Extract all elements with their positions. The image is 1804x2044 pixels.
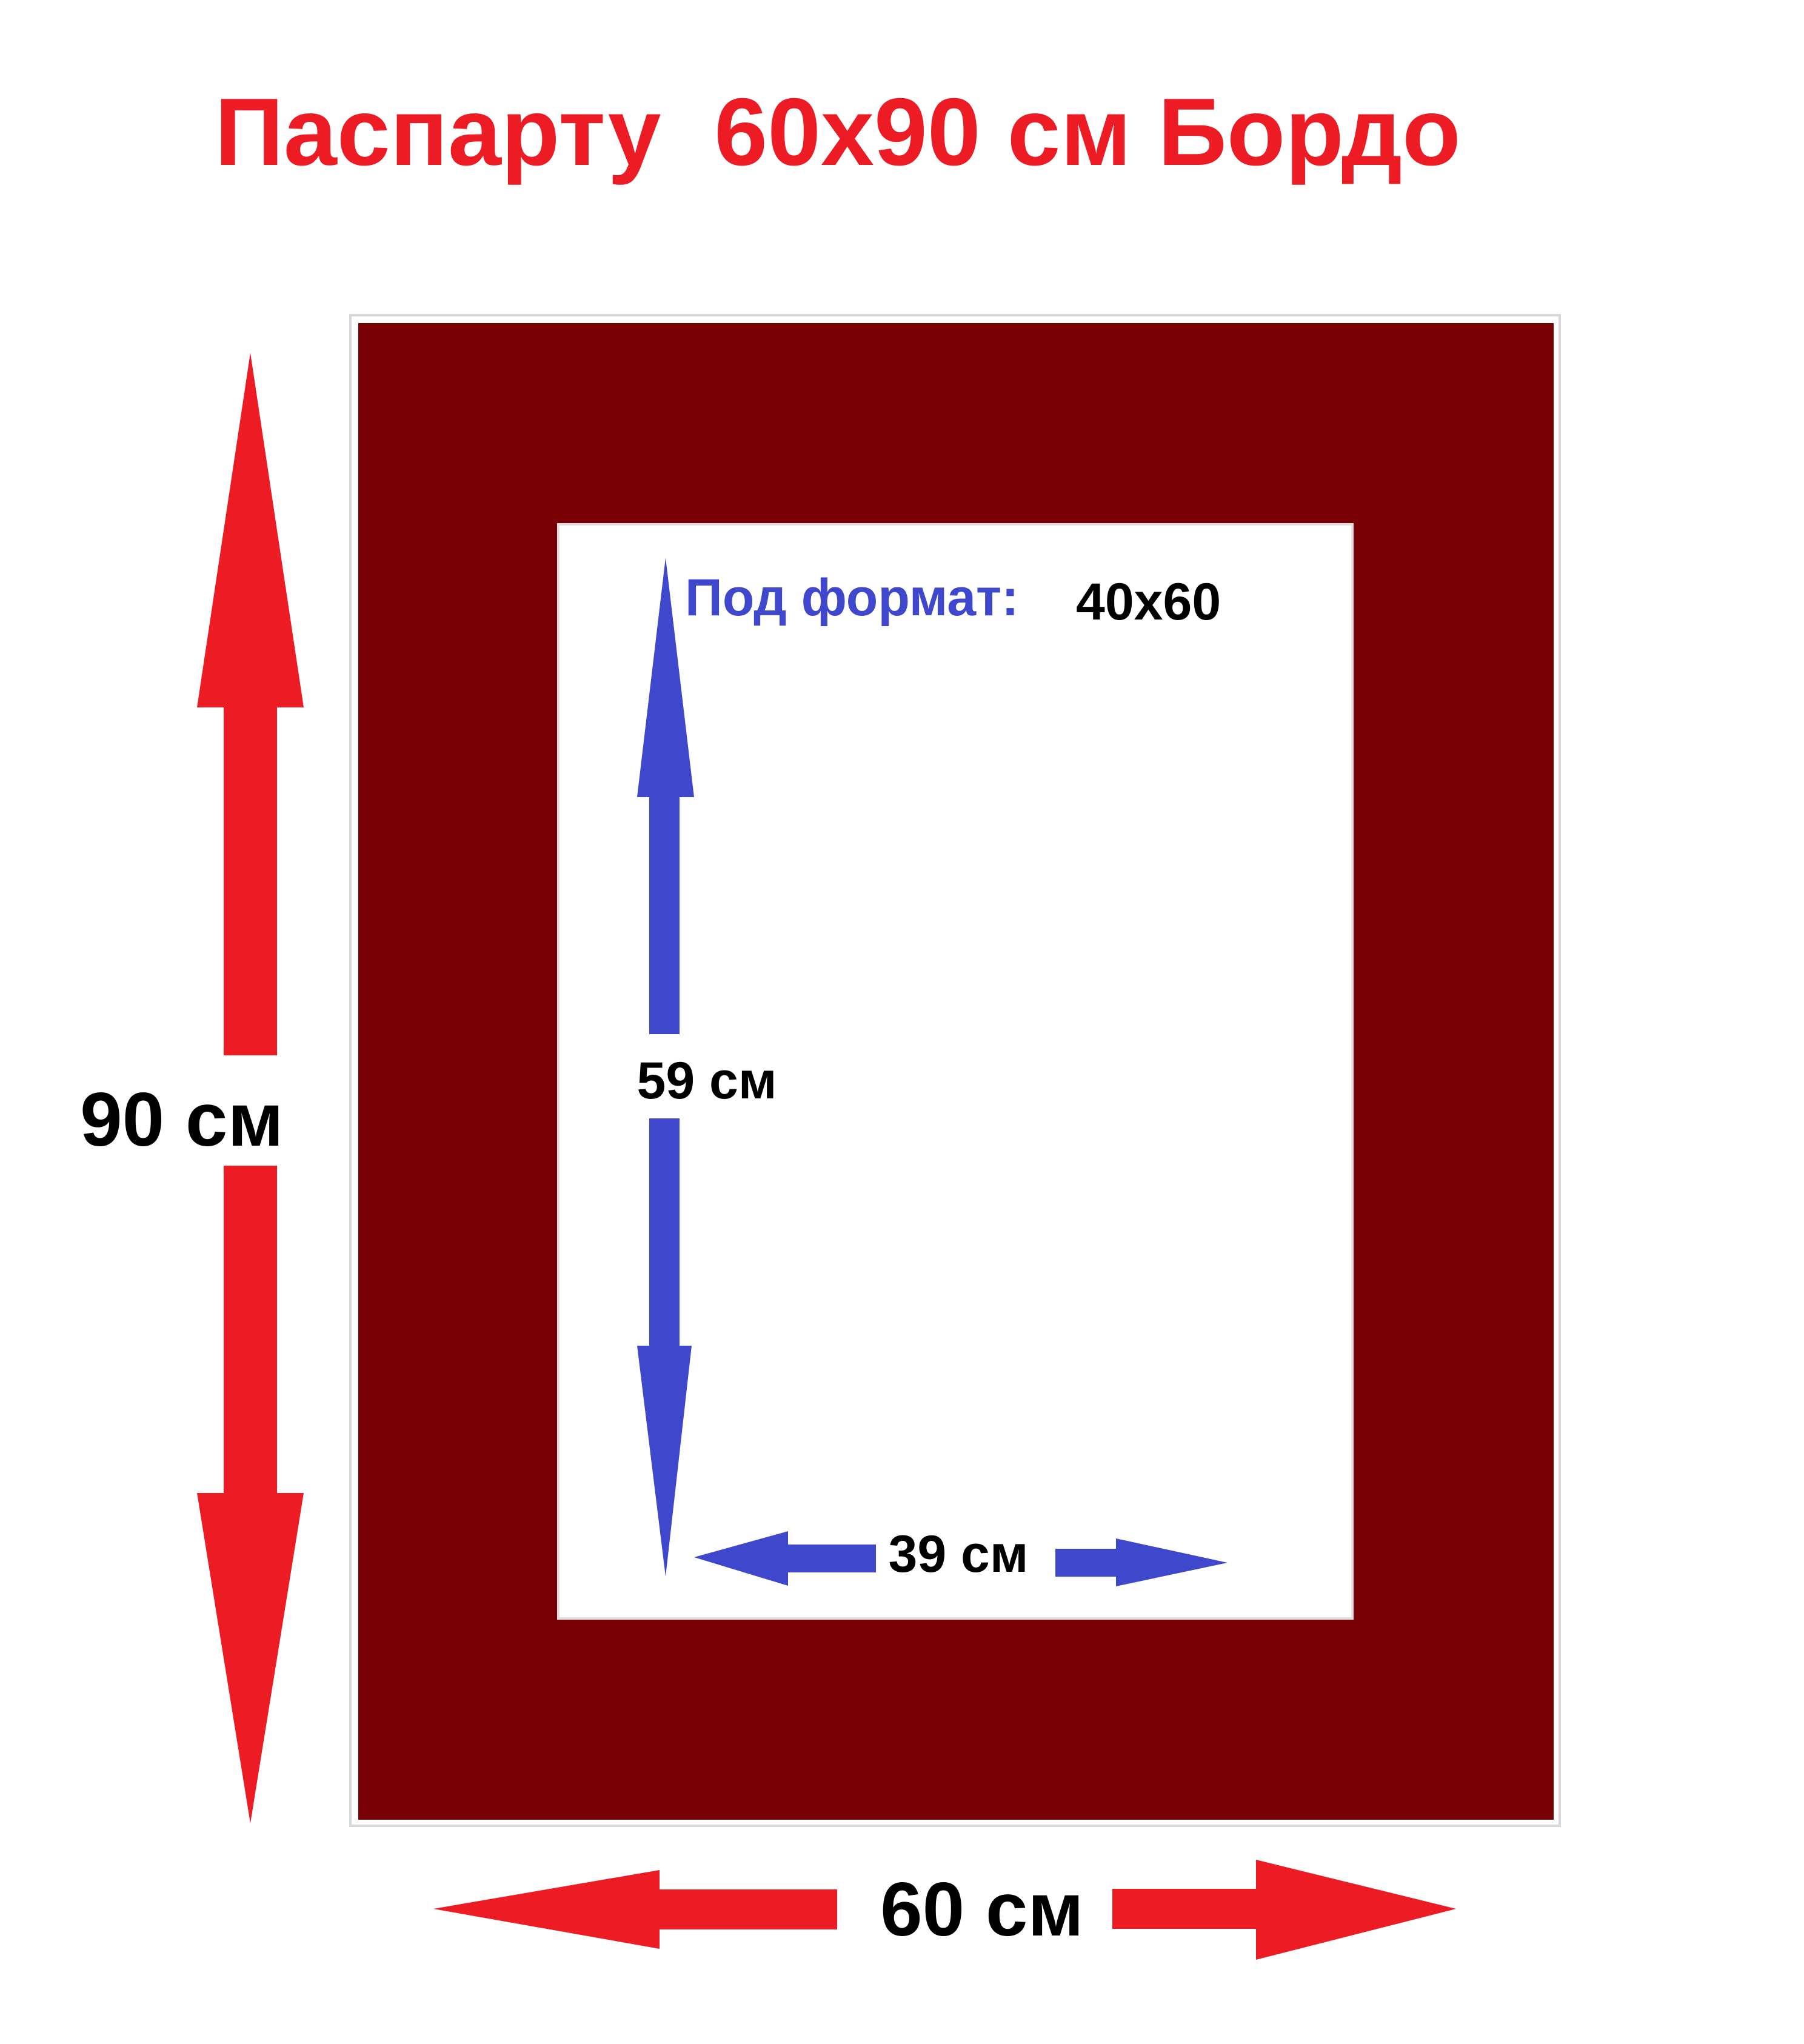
mat-window xyxy=(557,523,1354,1620)
outer-height-label: 90 см xyxy=(80,1078,284,1162)
height-arrow-up xyxy=(197,353,304,1055)
outer-width-label: 60 см xyxy=(880,1868,1084,1952)
inner-height-arrow-down xyxy=(637,1118,692,1577)
title: Паспарту 60x90 см Бордо xyxy=(215,79,1460,185)
width-arrow-right xyxy=(1112,1860,1456,1960)
inner-height-arrow-up xyxy=(637,558,694,1034)
width-arrow-left xyxy=(433,1870,837,1949)
inner-width-label: 39 см xyxy=(889,1525,1029,1583)
format-label: Под формат: xyxy=(685,569,1019,627)
inner-width-arrow-right xyxy=(1055,1538,1228,1586)
height-arrow-down xyxy=(197,1166,304,1823)
format-value: 40x60 xyxy=(1076,573,1221,631)
inner-height-label: 59 см xyxy=(637,1052,777,1110)
inner-width-arrow-left xyxy=(694,1531,876,1586)
